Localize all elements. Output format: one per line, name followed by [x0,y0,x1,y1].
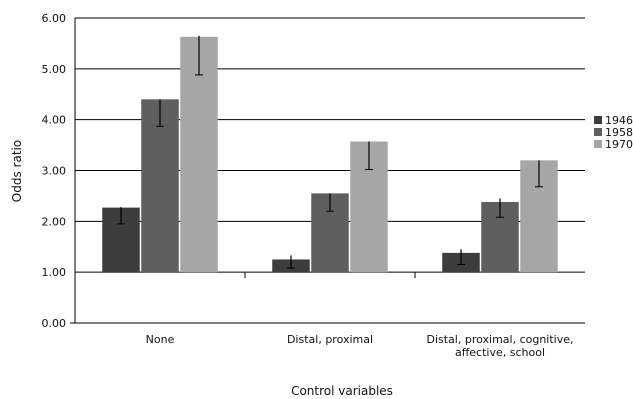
y-tick-label: 1.00 [42,266,67,279]
x-axis-title: Control variables [291,384,393,398]
y-tick-label: 5.00 [42,63,67,76]
bar-1970-1 [180,36,218,273]
bar-1958-1 [141,99,179,273]
legend-swatch-1970 [594,140,602,148]
y-tick-label: 3.00 [42,165,67,178]
x-tick-label-line: None [146,333,175,346]
x-tick-label: None [146,333,175,346]
y-tick-label: 4.00 [42,114,67,127]
y-tick-label: 6.00 [42,12,67,25]
y-tick-label: 2.00 [42,215,67,228]
error-bars [117,35,543,269]
x-tick-label: Distal, proximal [287,333,373,346]
axes [70,18,585,324]
x-tick-label: Distal, proximal, cognitive, affective, s… [426,333,573,359]
y-tick-labels: 0.00 1.00 2.00 3.00 4.00 5.00 6.00 [42,12,67,330]
x-tick-label-line: Distal, proximal, cognitive, [426,333,573,346]
y-axis-title: Odds ratio [10,140,24,202]
x-tick-labels: None Distal, proximal Distal, proximal, co… [146,333,574,359]
y-tick-label: 0.00 [42,317,67,330]
x-tick-label-line: affective, school [455,346,545,359]
bars [102,36,558,273]
legend-label-1946: 1946 [605,114,633,127]
legend-swatch-1946 [594,116,602,124]
legend-swatch-1958 [594,128,602,136]
legend-label-1970: 1970 [605,138,633,151]
legend-label-1958: 1958 [605,126,633,139]
x-tick-label-line: Distal, proximal [287,333,373,346]
